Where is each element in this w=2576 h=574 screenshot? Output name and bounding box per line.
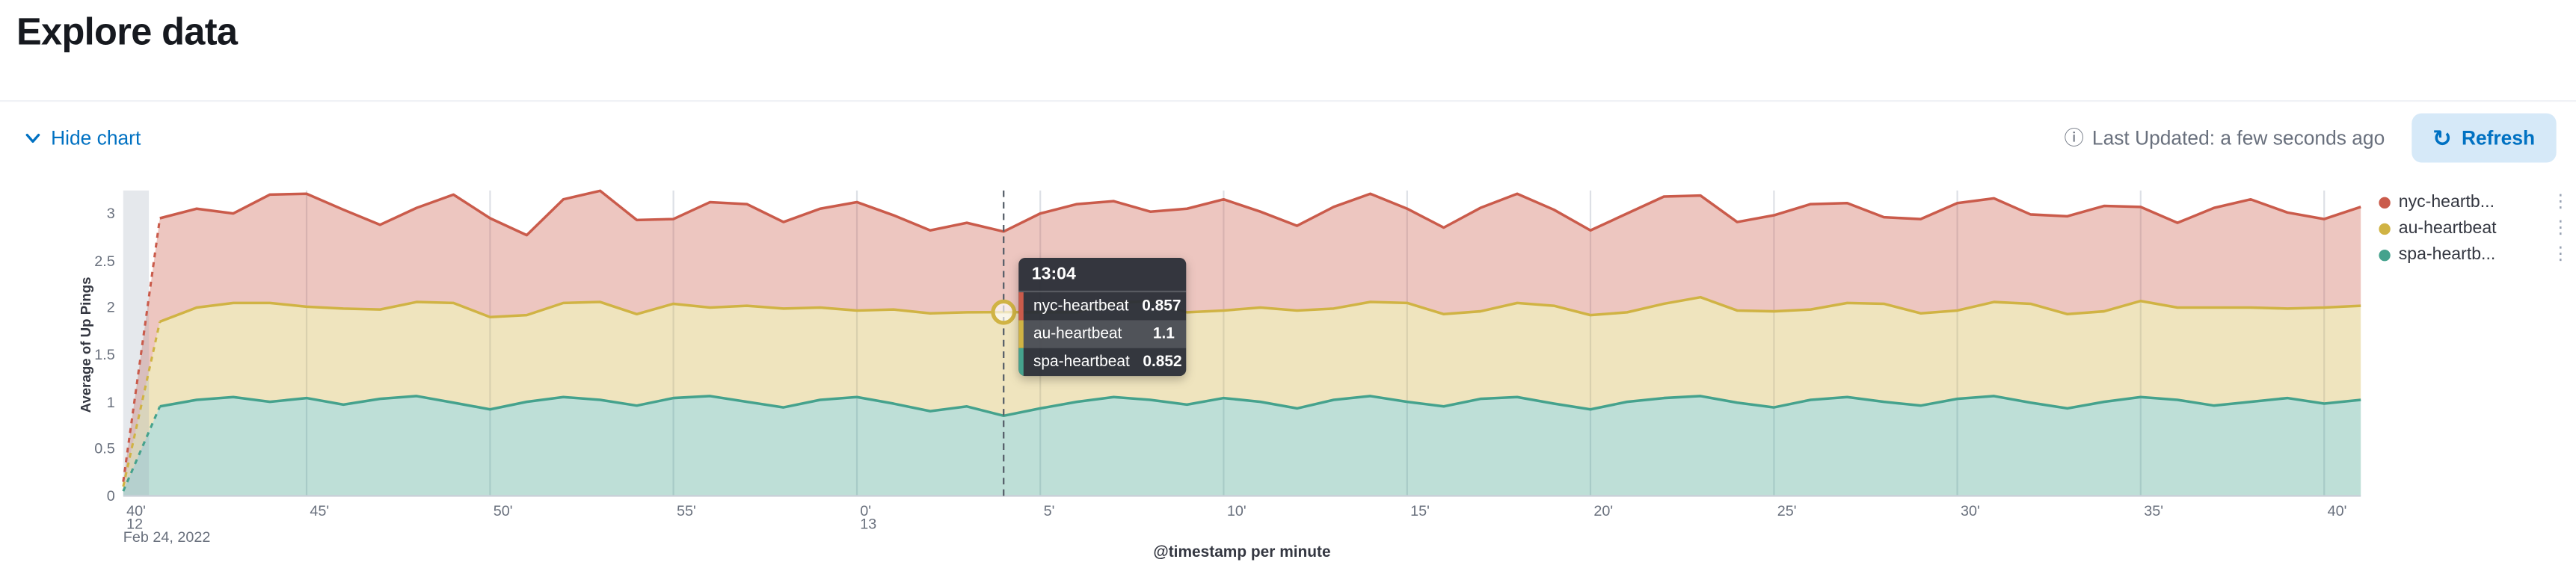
tooltip-series-value: 0.857 xyxy=(1142,297,1181,315)
spa-area xyxy=(123,395,2361,496)
tooltip-color-bar xyxy=(1018,320,1024,348)
chart-legend: nyc-heartb... ⋮ au-heartbeat ⋮ spa-heartb...… xyxy=(2379,192,2572,265)
x-tick-label: 40' xyxy=(2327,502,2347,519)
x-date-label: Feb 24, 2022 xyxy=(123,528,211,546)
au-line xyxy=(159,295,2361,324)
x-tick-label: 20' xyxy=(1593,502,1614,519)
tooltip-rows: nyc-heartbeat 0.857 au-heartbeat 1.1 spa-hea… xyxy=(1018,292,1187,377)
legend-color-dot xyxy=(2379,248,2391,261)
y-tick-label: 3 xyxy=(106,205,115,222)
x-hour-label: 13 xyxy=(860,515,877,532)
x-hour-label: 12 xyxy=(126,515,144,532)
x-tick-label: 30' xyxy=(1960,502,1980,519)
y-tick-label: 2.5 xyxy=(94,252,115,269)
hover-marker xyxy=(991,299,1017,325)
legend-item[interactable]: au-heartbeat ⋮ xyxy=(2379,218,2572,238)
y-tick-label: 2 xyxy=(106,299,115,316)
refresh-label: Refresh xyxy=(2461,126,2536,149)
panel-divider xyxy=(0,100,2576,102)
tooltip-time: 13:04 xyxy=(1018,258,1187,293)
chart-tooltip: 13:04 nyc-heartbeat 0.857 au-heartbeat 1.1 s… xyxy=(1018,257,1187,377)
tooltip-series-value: 1.1 xyxy=(1152,325,1175,344)
x-axis-title: @timestamp per minute xyxy=(1153,543,1331,562)
x-tick-label: 40' xyxy=(126,502,146,519)
tooltip-color-bar xyxy=(1018,292,1024,321)
au-area xyxy=(123,297,2361,492)
last-updated-label: Last Updated: a few seconds ago xyxy=(2091,126,2385,149)
tooltip-series-label: au-heartbeat xyxy=(1033,325,1122,344)
x-tick-label: 5' xyxy=(1043,502,1055,519)
x-tick-label: 50' xyxy=(493,502,513,519)
tooltip-color-bar xyxy=(1018,348,1024,377)
refresh-button[interactable]: ↻ Refresh xyxy=(2411,113,2557,163)
info-icon: ⓘ xyxy=(2064,126,2084,149)
x-tick-label: 0' xyxy=(860,502,872,519)
last-updated: ⓘ Last Updated: a few seconds ago xyxy=(2065,126,2385,149)
legend-color-dot xyxy=(2379,222,2391,235)
x-tick-label: 25' xyxy=(1777,502,1797,519)
legend-item-label: spa-heartb... xyxy=(2398,244,2496,265)
hover-marker-halo xyxy=(992,301,1015,323)
legend-item[interactable]: nyc-heartb... ⋮ xyxy=(2379,192,2572,212)
au-ramp-dash xyxy=(122,321,162,487)
hide-chart-label: Hide chart xyxy=(51,126,141,149)
toolbar-right: ⓘ Last Updated: a few seconds ago ↻ Refr… xyxy=(2065,113,2557,163)
vertical-dots-icon[interactable]: ⋮ xyxy=(2551,191,2570,212)
partial-data-band xyxy=(123,190,150,496)
chevron-down-icon xyxy=(23,128,43,147)
vertical-dots-icon[interactable]: ⋮ xyxy=(2551,217,2570,238)
y-tick-label: 0 xyxy=(106,487,115,504)
tooltip-series-label: spa-heartbeat xyxy=(1033,353,1130,371)
legend-item[interactable]: spa-heartb... ⋮ xyxy=(2379,244,2572,265)
x-tick-label: 15' xyxy=(1410,502,1430,519)
refresh-icon: ↻ xyxy=(2432,124,2452,152)
tooltip-series-label: nyc-heartbeat xyxy=(1033,297,1129,315)
x-tick-label: 55' xyxy=(676,502,696,519)
nyc-line xyxy=(159,189,2361,237)
page-title: Explore data xyxy=(16,10,238,53)
x-tick-label: 35' xyxy=(2144,502,2164,519)
legend-item-label: nyc-heartb... xyxy=(2398,192,2495,212)
tooltip-row: spa-heartbeat 0.852 xyxy=(1018,348,1186,377)
y-tick-label: 0.5 xyxy=(94,440,115,457)
tooltip-row: nyc-heartbeat 0.857 xyxy=(1018,292,1186,321)
legend-item-label: au-heartbeat xyxy=(2398,218,2497,238)
legend-color-dot xyxy=(2379,196,2391,208)
nyc-area xyxy=(123,191,2361,487)
hide-chart-toggle[interactable]: Hide chart xyxy=(23,126,141,149)
tooltip-series-value: 0.852 xyxy=(1143,353,1182,371)
spa-line xyxy=(159,395,2361,418)
x-tick-label: 45' xyxy=(310,502,330,519)
tooltip-row: au-heartbeat 1.1 xyxy=(1018,320,1187,348)
y-tick-label: 1 xyxy=(106,393,115,410)
vertical-dots-icon[interactable]: ⋮ xyxy=(2551,244,2570,264)
y-tick-label: 1.5 xyxy=(94,346,115,363)
x-tick-label: 10' xyxy=(1226,502,1246,519)
y-axis-title: Average of Up Pings xyxy=(77,277,94,413)
